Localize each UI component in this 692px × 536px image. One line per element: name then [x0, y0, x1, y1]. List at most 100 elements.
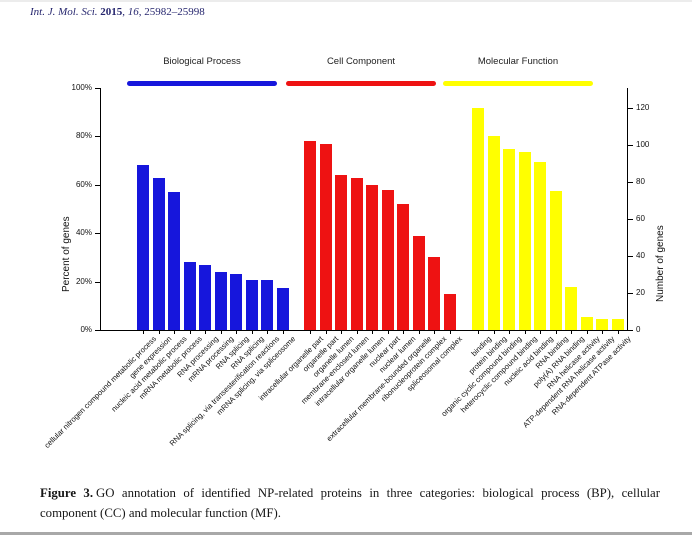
y-tick-label-right: 80 [636, 177, 645, 186]
bar [350, 177, 363, 330]
figure-label: Figure 3. [40, 486, 94, 500]
header-separator: , [122, 6, 126, 18]
y-tick-left [95, 88, 100, 89]
x-tick [282, 331, 284, 334]
y-tick-right [628, 108, 633, 109]
x-tick [617, 331, 619, 334]
x-tick [418, 331, 420, 334]
header-separator: , [138, 6, 142, 18]
bar [199, 264, 211, 330]
bar [152, 177, 165, 330]
y-tick-left [95, 330, 100, 331]
category-strip-cell-component [286, 81, 436, 86]
x-tick [189, 331, 191, 334]
bar [381, 189, 394, 330]
bar [397, 204, 409, 330]
bar [487, 135, 500, 330]
x-tick [387, 331, 389, 334]
y-axis-title-left: Percent of genes [61, 216, 72, 292]
x-tick [449, 331, 451, 334]
bar [183, 262, 196, 330]
bar [168, 192, 180, 330]
y-tick-label-left: 20% [75, 276, 92, 286]
y-tick-label-right: 0 [636, 325, 641, 334]
y-tick-label-right: 60 [636, 214, 645, 223]
y-tick-label-right: 120 [636, 103, 650, 112]
category-strip-biological-process [127, 81, 277, 86]
x-tick [571, 331, 572, 334]
x-tick [205, 331, 206, 334]
bar [534, 161, 546, 330]
y-tick-label-left: 80% [75, 131, 92, 141]
x-tick [524, 331, 526, 334]
x-axis [100, 330, 628, 331]
x-tick [220, 331, 222, 334]
bar [596, 318, 608, 330]
bar [230, 274, 242, 330]
bar [214, 271, 227, 330]
x-tick [372, 331, 373, 334]
scan-edge-top [0, 0, 692, 2]
x-tick [540, 331, 541, 334]
category-title-cell-component: Cell Component [326, 56, 396, 67]
bar [304, 141, 316, 330]
bar [366, 184, 378, 330]
y-tick-left [95, 281, 100, 283]
y-tick-right [628, 256, 633, 257]
bar [428, 257, 440, 330]
go-annotation-chart: 0% 20% 40% 60% 80% 100% 0 20 40 60 80 100 120 Percent… [0, 40, 692, 480]
y-tick-label-right: 40 [636, 251, 645, 260]
bar [472, 108, 484, 330]
bar [261, 280, 273, 330]
journal-pages: 25982–25998 [144, 6, 205, 18]
x-tick [478, 331, 479, 334]
category-strip-molecular-function [443, 81, 593, 86]
bar [549, 191, 562, 330]
bar [319, 143, 332, 330]
x-tick [310, 331, 311, 334]
y-tick-left [95, 184, 100, 186]
x-tick [403, 331, 404, 334]
journal-year: 2015 [100, 6, 123, 18]
figure-caption: Figure 3. GO annotation of identified NP-… [40, 483, 660, 524]
x-tick [236, 331, 237, 334]
x-tick [493, 331, 495, 334]
y-tick-label-left: 60% [75, 179, 92, 189]
y-tick-right [628, 145, 633, 146]
x-tick [174, 331, 175, 334]
y-tick-right [628, 182, 633, 183]
scan-edge-bottom [0, 532, 692, 535]
figure-caption-text: GO annotation of identified NP-related p… [40, 486, 660, 521]
x-tick [158, 331, 160, 334]
y-tick-right [628, 219, 633, 220]
x-tick [267, 331, 268, 334]
category-title-molecular-function: Molecular Function [477, 56, 559, 67]
y-tick-label-left: 100% [71, 83, 92, 92]
bar [276, 287, 289, 330]
x-tick [356, 331, 358, 334]
y-tick-label-left: 40% [75, 228, 92, 238]
y-tick-left [95, 233, 100, 235]
bar [611, 318, 624, 330]
x-tick [325, 331, 327, 334]
category-title-biological-process: Biological Process [163, 56, 241, 67]
bar [412, 235, 425, 330]
bar [245, 280, 258, 330]
bar [443, 293, 456, 330]
x-tick [602, 331, 603, 334]
x-tick [586, 331, 588, 334]
bar [518, 152, 531, 330]
x-tick [509, 331, 510, 334]
bar [580, 317, 593, 330]
x-tick [555, 331, 557, 334]
y-axis-right [627, 88, 628, 330]
y-tick-right [628, 330, 633, 331]
journal-header: Int. J. Mol. Sci. 2015, 16, 25982–25998 [30, 6, 205, 18]
y-tick-right [628, 293, 633, 294]
y-tick-left [95, 136, 100, 138]
bar [503, 148, 515, 330]
journal-name: Int. J. Mol. Sci. [30, 6, 98, 18]
x-tick [434, 331, 435, 334]
y-tick-label-right: 100 [636, 140, 650, 149]
